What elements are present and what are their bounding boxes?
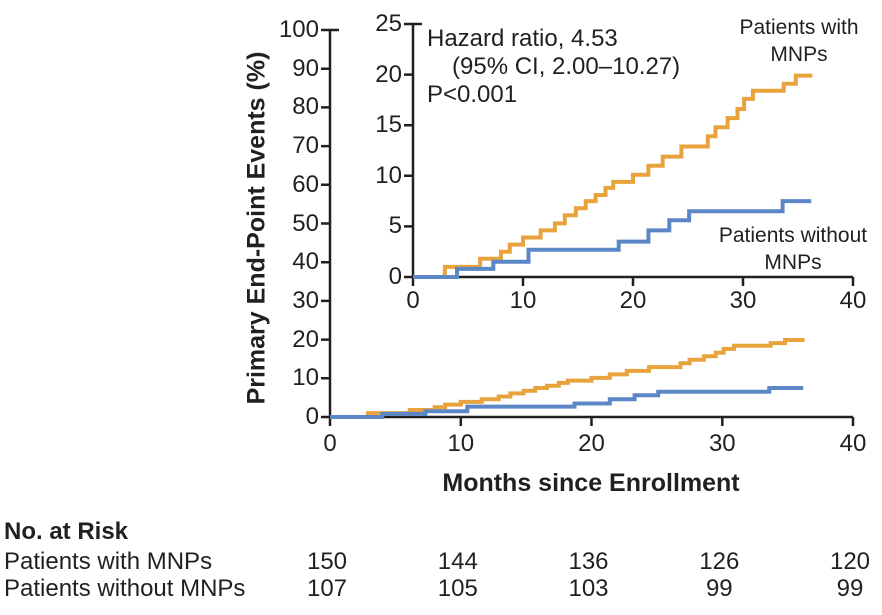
x-tick-label-inset: 30: [729, 287, 757, 314]
y-tick-label-main: 80: [292, 93, 319, 121]
y-tick-label-main: 70: [292, 132, 319, 160]
risk-value: 107: [306, 575, 348, 602]
y-tick-label-main: 90: [292, 54, 319, 82]
y-tick-label-main: 50: [292, 209, 319, 237]
series-label-without-mnps-line1: Patients without: [718, 224, 868, 247]
y-tick-label-main: 0: [305, 403, 319, 430]
risk-value: 150: [306, 548, 348, 575]
series-label-with-mnps-line2: MNPs: [770, 43, 828, 66]
curve-with-mnps-inset: [413, 73, 813, 279]
y-tick-label-inset: 20: [375, 60, 402, 88]
y-tick-label-main: 30: [292, 286, 319, 314]
y-tick-label-main: 10: [292, 364, 319, 392]
x-tick-label-main: 0: [323, 430, 337, 457]
series-label-without-mnps-line2: MNPs: [764, 251, 822, 274]
x-tick-label-main: 30: [708, 430, 736, 457]
y-tick-label-inset: 10: [375, 161, 402, 189]
risk-value: 103: [568, 575, 609, 602]
risk-table-header: No. at Risk: [4, 518, 129, 545]
risk-row-label-with-mnps: Patients with MNPs: [4, 548, 213, 575]
risk-value: 105: [437, 575, 478, 602]
risk-value: 126: [699, 548, 740, 575]
hazard-annotation: Hazard ratio, 4.53 (95% CI, 2.00–10.27) …: [427, 25, 680, 109]
series-label-with-mnps: Patients with MNPs: [739, 14, 858, 68]
x-tick-label-inset: 40: [839, 287, 867, 314]
x-tick-label-main: 20: [578, 430, 605, 457]
curve-without-mnps-main: [330, 386, 804, 419]
p-value-text: P<0.001: [427, 81, 518, 108]
risk-row-label-without-mnps: Patients without MNPs: [4, 575, 246, 602]
y-tick-label-inset: 25: [375, 10, 402, 37]
x-tick-label-inset: 0: [406, 287, 420, 314]
x-axis-title: Months since Enrollment: [442, 469, 740, 497]
inset-axes: [404, 22, 855, 286]
risk-value: 99: [836, 575, 864, 602]
curve-with-mnps-main: [330, 338, 805, 419]
y-tick-label-inset: 0: [388, 263, 402, 290]
y-tick-label-main: 20: [292, 325, 319, 353]
y-tick-label-main: 100: [278, 16, 319, 43]
curve-without-mnps-inset: [413, 199, 812, 279]
risk-value: 99: [705, 575, 733, 602]
x-tick-label-inset: 10: [509, 287, 537, 314]
series-label-without-mnps: Patients without MNPs: [719, 222, 867, 276]
hazard-ratio-text: Hazard ratio, 4.53: [427, 25, 618, 52]
confidence-interval-text: (95% CI, 2.00–10.27): [452, 53, 681, 80]
main-axes: [321, 28, 855, 426]
y-tick-label-inset: 15: [375, 111, 402, 139]
y-tick-label-main: 60: [292, 170, 319, 198]
y-tick-label-inset: 5: [388, 212, 402, 240]
series-label-with-mnps-line1: Patients with: [739, 16, 859, 39]
risk-value: 120: [829, 548, 871, 575]
risk-value: 136: [568, 548, 609, 575]
y-tick-label-main: 40: [292, 248, 319, 276]
x-tick-label-main: 10: [447, 430, 475, 457]
x-tick-label-inset: 20: [619, 287, 647, 314]
risk-value: 144: [437, 548, 478, 575]
x-tick-label-main: 40: [839, 430, 867, 457]
